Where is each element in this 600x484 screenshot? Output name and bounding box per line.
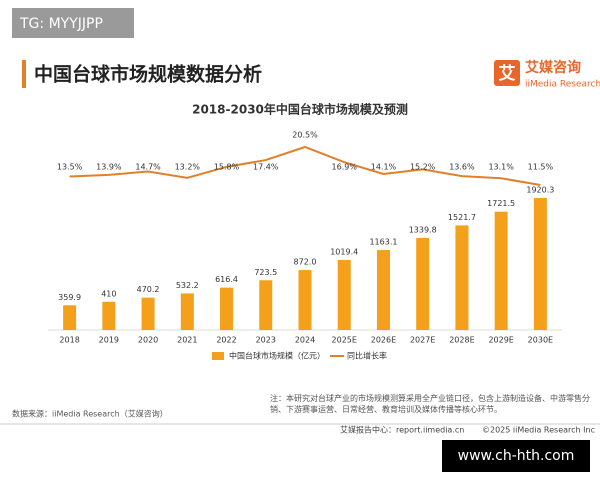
bar-label: 470.2 [137, 285, 160, 294]
source: 数据来源：iiMedia Research（艾媒咨询） [12, 409, 168, 419]
bar [63, 305, 77, 330]
bar-label: 616.4 [215, 275, 238, 284]
note-box: 注：本研究对台球产业的市场规模测算采用全产业链口径，包含上游制造设备、中游零售分… [270, 394, 590, 414]
bar-label: 1521.7 [448, 213, 476, 222]
site-box [442, 440, 590, 472]
bar [376, 250, 390, 330]
bar [455, 225, 469, 330]
bar [298, 270, 312, 330]
bar [220, 287, 234, 330]
x-tick-label: 2026E [371, 336, 396, 345]
footer-copyright: ©2025 iiMedia Research Inc [482, 426, 595, 435]
bar-label: 1721.5 [487, 199, 515, 208]
line-label: 13.2% [175, 163, 201, 172]
bar [141, 297, 155, 330]
x-tick-label: 2019 [99, 336, 119, 345]
bar [337, 259, 351, 330]
bar-label: 1339.8 [409, 225, 437, 234]
logo-name: 艾媒咨询 [525, 59, 581, 76]
x-tick-label: 2020 [138, 336, 158, 345]
bar-label: 872.0 [294, 258, 317, 267]
bar [416, 237, 430, 330]
legend-label: 中国台球市场规模（亿元） [229, 351, 325, 361]
note: 注：本研究对台球产业的市场规模测算采用全产业链口径，包含上游制造设备、中游零售分… [270, 394, 590, 414]
x-tick-label: 2028E [449, 336, 474, 345]
footer-center: 艾媒报告中心：report.iimedia.cn [340, 425, 464, 435]
bar-label: 1163.1 [369, 238, 397, 247]
line-label: 15.2% [410, 163, 436, 172]
bar [180, 293, 194, 330]
bar-label: 723.5 [254, 268, 277, 277]
line-label: 14.1% [371, 163, 397, 172]
logo-mark: 艾 [499, 63, 516, 84]
bar [102, 301, 116, 330]
line-label: 20.5% [292, 131, 318, 140]
site: www.ch-hth.com [458, 448, 575, 464]
x-tick-label: 2018 [59, 336, 79, 345]
bar-label: 410 [101, 289, 116, 298]
line-label: 13.5% [57, 163, 83, 172]
line-label: 16.9% [332, 163, 358, 172]
watermark-box [12, 8, 134, 38]
watermark: TG: MYYJJPP [19, 16, 103, 32]
legend-swatch [212, 352, 224, 360]
line-label: 17.4% [253, 163, 279, 172]
bar-label: 359.9 [58, 293, 81, 302]
logo-box [494, 60, 520, 86]
title-accent [22, 60, 26, 88]
logo-sub: iiMedia Research [525, 80, 600, 90]
bar [494, 211, 508, 330]
x-tick-label: 2029E [488, 336, 513, 345]
page-title: 中国台球市场规模数据分析 [34, 63, 262, 86]
line-label: 11.5% [528, 163, 554, 172]
bar [259, 280, 273, 330]
x-tick-label: 2023 [256, 336, 276, 345]
line-label: 15.8% [214, 163, 240, 172]
bar [533, 198, 547, 330]
line-label: 13.9% [96, 163, 122, 172]
x-tick-label: 2027E [410, 336, 435, 345]
x-tick-label: 2021 [177, 336, 197, 345]
bar-label: 1019.4 [330, 247, 358, 256]
legend-label: 同比增长率 [347, 351, 387, 361]
x-tick-label: 2030E [528, 336, 553, 345]
x-tick-label: 2022 [216, 336, 236, 345]
x-tick-label: 2024 [295, 336, 315, 345]
bar-label: 1920.3 [526, 186, 554, 195]
x-tick-label: 2025E [332, 336, 357, 345]
chart-title: 2018-2030年中国台球市场规模及预测 [192, 102, 408, 117]
growth-line [69, 145, 541, 186]
line-label: 13.6% [449, 163, 475, 172]
line-label: 14.7% [135, 163, 161, 172]
bar-label: 532.2 [176, 281, 199, 290]
line-label: 13.1% [488, 163, 514, 172]
